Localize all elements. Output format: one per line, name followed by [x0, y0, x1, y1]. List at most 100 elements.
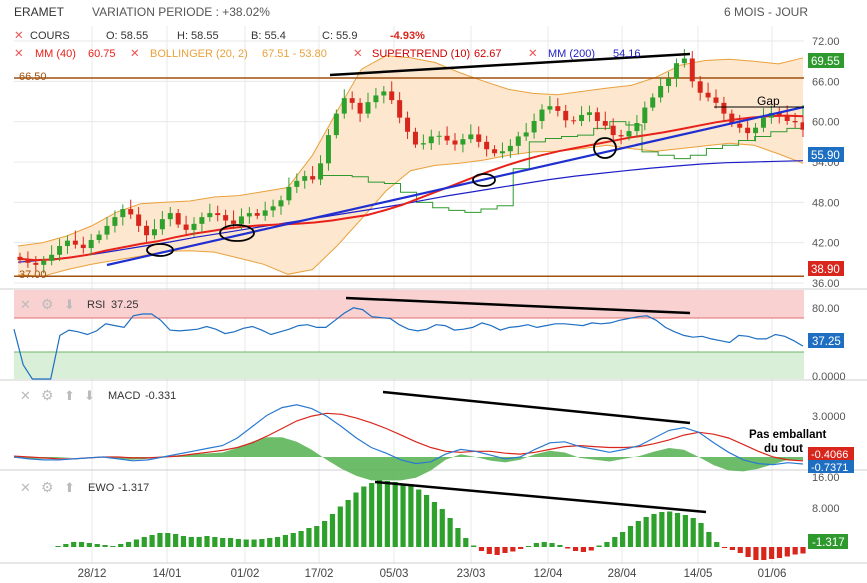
close-icon[interactable]: ✕	[20, 297, 31, 312]
ewo-tick-8: 8.000	[812, 503, 840, 515]
macd-value: -0.331	[145, 390, 176, 402]
rsi-value: 37.25	[111, 299, 139, 311]
ewo-bar	[63, 544, 69, 547]
close-icon[interactable]: ✕	[130, 48, 140, 60]
ewo-bar	[620, 532, 626, 547]
ewo-bar	[800, 547, 806, 554]
ewo-bar	[463, 538, 469, 547]
ewo-trendline	[374, 480, 707, 514]
ewo-bar	[322, 521, 328, 547]
ewo-bar	[125, 542, 132, 547]
arrow-up-icon[interactable]: ⬆	[64, 388, 75, 403]
candle-body	[594, 112, 600, 121]
candle-body	[120, 209, 126, 218]
candle-body	[737, 123, 743, 128]
level-low-label: 37.00	[19, 269, 47, 281]
candle-body	[278, 200, 284, 207]
close-icon[interactable]: ✕	[14, 48, 24, 60]
candle-body	[286, 186, 292, 201]
arrow-down-icon[interactable]: ⬇	[84, 388, 95, 403]
candle-body	[681, 58, 687, 64]
candle-body	[389, 91, 395, 101]
macd-line-badge	[808, 460, 854, 473]
ewo-bar	[565, 547, 571, 549]
ewo-tick-16: 16.00	[812, 472, 840, 484]
candle-body	[563, 110, 569, 121]
ewo-bar	[541, 542, 547, 547]
ewo-bar	[329, 514, 336, 547]
ewo-bar	[502, 547, 508, 553]
close-icon[interactable]: ✕	[20, 480, 31, 495]
candle-body	[784, 115, 790, 121]
open-value: O: 58.55	[106, 30, 148, 42]
ewo-bar	[761, 547, 767, 560]
candle-body	[634, 123, 640, 132]
arrow-up-icon[interactable]: ⬆	[64, 480, 75, 495]
ewo-bar	[133, 539, 140, 547]
ewo-bar	[157, 533, 163, 547]
close-icon[interactable]: ✕	[528, 48, 538, 60]
ewo-bar	[220, 538, 226, 547]
high-value: H: 58.55	[177, 30, 219, 42]
candle-body	[41, 260, 47, 265]
macd-tick-3: 3.0000	[812, 411, 846, 423]
candle-body	[531, 120, 537, 133]
candle-body	[373, 95, 379, 103]
candle-body	[199, 217, 205, 224]
close-badge-text: 55.90	[811, 150, 840, 162]
gear-icon[interactable]: ⚙	[41, 387, 54, 403]
candle-body	[57, 246, 63, 255]
ewo-bar	[745, 547, 751, 557]
ewo-bar	[55, 546, 61, 547]
ewo-bar	[604, 542, 610, 547]
candle-body	[33, 262, 39, 265]
rsi-title: RSI	[87, 299, 105, 311]
ewo-bar	[447, 518, 453, 547]
macd-signal-badge-text: -0.4066	[811, 449, 848, 461]
ewo-bar	[784, 547, 790, 557]
ewo-bar	[518, 547, 524, 549]
candle-body	[579, 114, 585, 121]
candle-body	[231, 220, 237, 224]
macd-signal-line	[13, 412, 804, 462]
bollinger-upper-badge-text: 69.55	[811, 56, 840, 68]
ewo-bar	[204, 536, 210, 547]
ewo-bar	[510, 547, 516, 552]
ma40-line	[17, 114, 804, 262]
candle-body	[420, 143, 426, 145]
candle-body	[753, 127, 759, 134]
ewo-bar	[627, 526, 634, 547]
resistance-trendline	[329, 52, 691, 77]
legend-bollinger: BOLLINGER (20, 2)	[150, 48, 248, 60]
gear-icon[interactable]: ⚙	[41, 479, 54, 495]
close-icon[interactable]: ✕	[20, 388, 31, 403]
ewo-bar	[71, 542, 77, 547]
ewo-bar	[235, 539, 241, 547]
close-icon[interactable]: ✕	[353, 48, 363, 60]
ewo-bar	[674, 513, 681, 547]
level-high-label: 66.50	[19, 71, 47, 83]
candle-body	[136, 214, 142, 226]
gear-icon[interactable]: ⚙	[41, 296, 54, 312]
period-label: 6 MOIS - JOUR	[724, 5, 808, 19]
ewo-bar	[165, 533, 171, 547]
ewo-bar	[369, 483, 375, 547]
macd-panel: ✕ ⚙ ⬆ ⬇ MACD -0.331 3.0000 Pas emballant…	[13, 387, 854, 481]
note-line-1: Pas emballant	[749, 429, 827, 441]
ewo-bar	[635, 521, 641, 547]
ewo-bar	[525, 546, 532, 547]
date-tick-label: 17/02	[305, 568, 334, 580]
ewo-bar	[86, 543, 92, 547]
candle-body	[254, 213, 260, 216]
candle-body	[642, 107, 648, 124]
candle-body	[484, 141, 490, 150]
candle-body	[64, 240, 70, 247]
price-tick-label: 72.00	[812, 36, 840, 48]
candle-body	[294, 180, 300, 187]
arrow-down-icon[interactable]: ⬇	[64, 297, 75, 312]
close-icon[interactable]: ✕	[14, 30, 24, 42]
ewo-bar	[698, 523, 704, 547]
macd-line	[13, 404, 804, 466]
header: ERAMET VARIATION PERIODE : +38.02% 6 MOI…	[14, 5, 808, 19]
